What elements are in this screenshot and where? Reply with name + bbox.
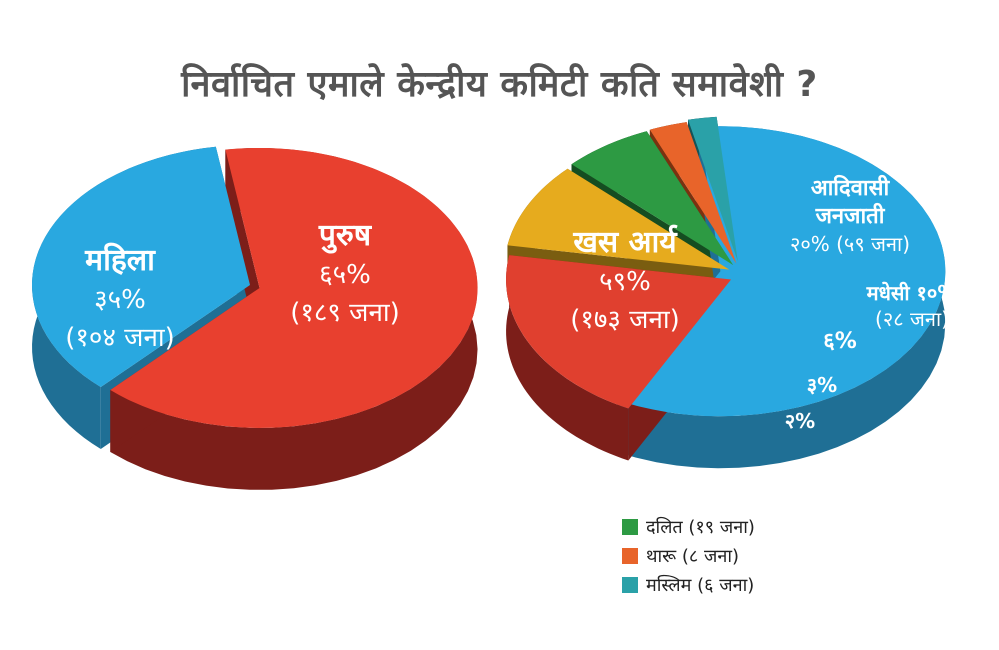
slice-name-label: मधेसी १०% [866,281,958,305]
slice-value-label: (२८ जना) [875,307,949,331]
slice-name-label: खस आर्य [572,224,678,260]
slice-value-label: (१८९ जना) [290,298,400,328]
legend-item-muslim: मस्लिम (६ जना) [622,570,755,599]
slice-value-label: (१०४ जना) [65,323,175,353]
pie-slice-side [506,255,629,461]
pie-slice [31,146,251,388]
legend-label: मस्लिम (६ जना) [646,574,755,596]
pie-slice [688,116,738,262]
pie-slice-side [617,126,946,469]
chart-title: निर्वाचित एमाले केन्द्रीय कमिटी कति समाव… [181,64,818,105]
slice-value-label: (१७३ जना) [570,305,680,335]
legend: दलित (१९ जना) थारू (८ जना) मस्लिम (६ जना… [622,512,755,599]
caste-pie-chart: खस आर्य ५९% (१७३ जना) आदिवासीजनजाती २०% (५९ … [506,116,958,469]
slice-name-label: ३% [807,373,837,397]
legend-label: दलित (१९ जना) [646,516,755,538]
legend-swatch [622,518,638,535]
pie-slice [110,147,478,428]
slice-value-label: जनजाती [815,202,886,229]
pie-slice [617,126,946,417]
legend-label: थारू (८ जना) [646,545,740,567]
pie-slice [507,168,730,270]
slice-name-label: महिला [84,242,156,278]
pie-slice [571,131,734,266]
slice-value-label: ६५% [319,260,371,290]
legend-item-dalit: दलित (१९ जना) [622,512,755,541]
legend-swatch [622,547,638,564]
slice-value-label: ५९% [599,267,651,297]
pie-slice [649,122,737,264]
pie-slice [506,255,732,409]
slice-value-label: २०% (५९ जना) [790,232,910,256]
gender-pie-chart: महिला ३५% (१०४ जना) पुरुष ६५% (१८९ जना) [31,146,478,490]
legend-swatch [622,576,638,593]
slice-name-label: आदिवासी [811,174,891,201]
slice-name-label: पुरुष [318,218,373,254]
slice-value-label: ३५% [94,285,146,315]
legend-item-tharu: थारू (८ जना) [622,541,755,570]
slice-name-label: २% [785,409,815,433]
slice-name-label: ६% [823,329,856,354]
